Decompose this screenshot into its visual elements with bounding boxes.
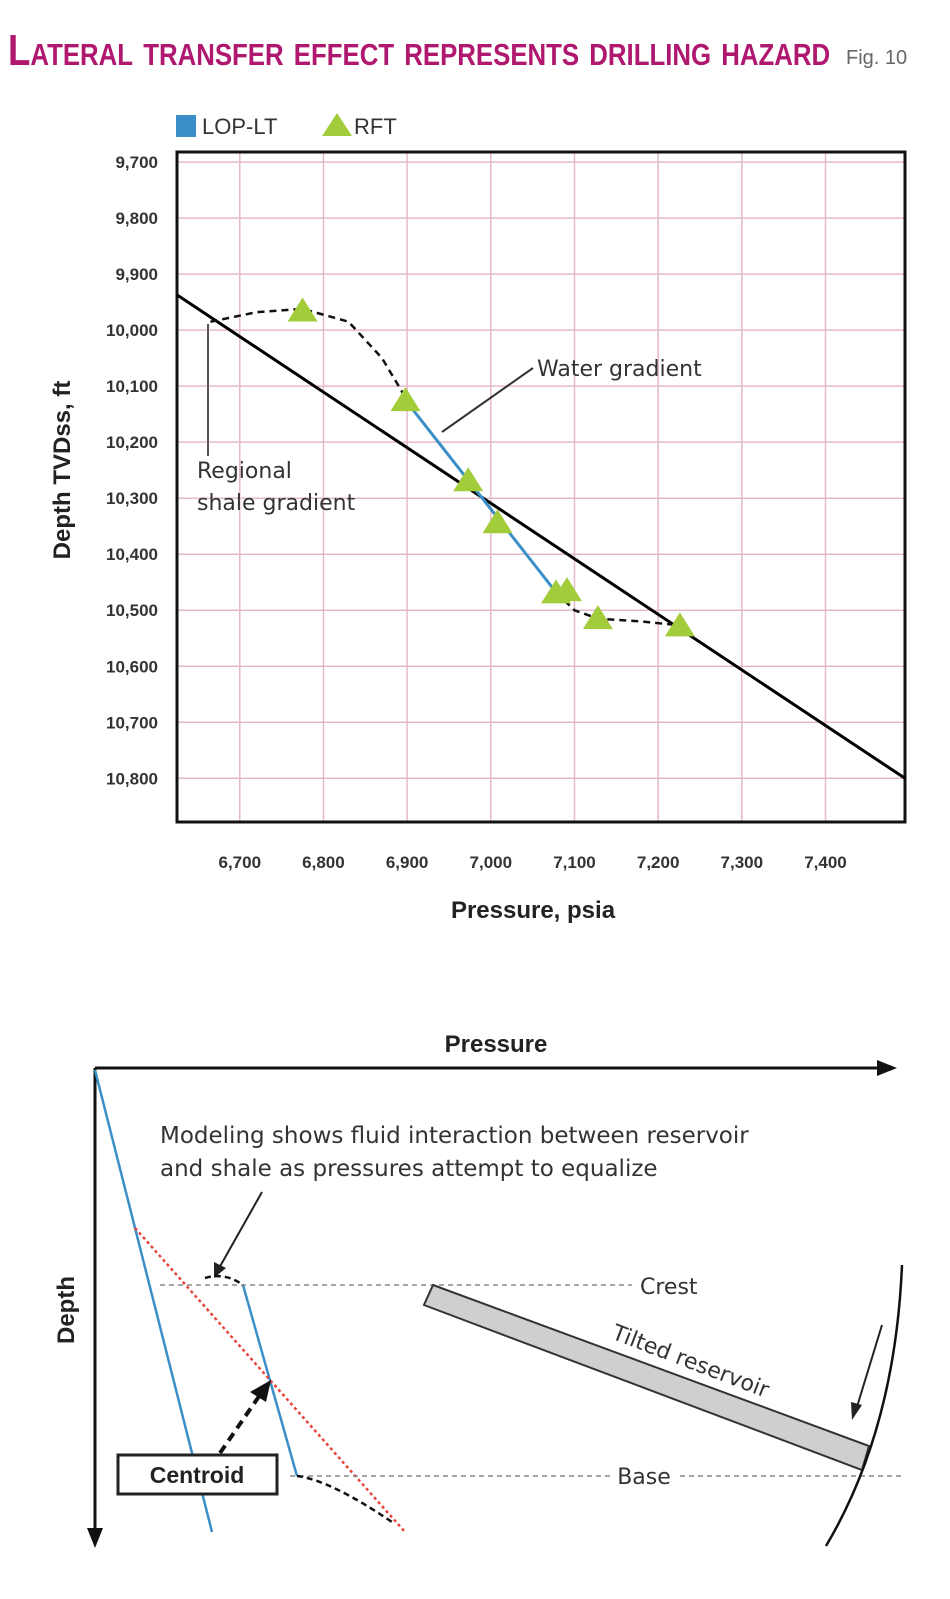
- x-tick-label: 7,300: [721, 853, 764, 872]
- water-gradient-leader: [441, 367, 534, 433]
- plot-area: 6,700 6,800 6,900 7,000 7,100 7,200 7,300 7,400…: [106, 150, 907, 872]
- centroid-arrow: [218, 1390, 264, 1455]
- schematic-x-label: Pressure: [445, 1031, 548, 1058]
- y-tick-label: 10,300: [106, 489, 158, 508]
- y-axis-label: Depth TVDss, ft: [49, 381, 76, 560]
- plot-background: [177, 152, 905, 822]
- legend: LOP-LT RFT: [176, 113, 397, 139]
- depth-arrow-icon: [87, 1528, 103, 1548]
- shale-gradient-label-1: Regional: [197, 459, 292, 484]
- legend-label-lop-lt: LOP-LT: [202, 114, 277, 139]
- centroid-label: Centroid: [150, 1462, 245, 1488]
- note-line-1: Modeling shows fluid interaction between…: [160, 1123, 749, 1149]
- shale-gradient-line: [176, 293, 906, 780]
- tilted-reservoir: [422, 1283, 871, 1472]
- base-interaction-curve: [296, 1474, 393, 1524]
- y-tick-label: 10,400: [106, 545, 158, 564]
- schematic-diagram: Pressure Depth Modeling shows fluid inte…: [53, 1031, 905, 1548]
- legend-swatch-rft: [322, 113, 352, 136]
- y-tick-label: 10,100: [106, 377, 158, 396]
- x-tick-label: 7,200: [637, 853, 680, 872]
- x-axis-label: Pressure, psia: [451, 897, 616, 924]
- x-tick-label: 7,100: [553, 853, 596, 872]
- centroid-box: [116, 1453, 279, 1496]
- note-leader: [217, 1191, 263, 1271]
- figure-title: Lateral transfer effect represents drill…: [8, 26, 831, 75]
- figure-number: Fig. 10: [846, 47, 908, 69]
- note-arrow-icon: [214, 1262, 226, 1278]
- crest-interaction-curve: [204, 1274, 244, 1287]
- x-tick-label: 6,900: [386, 853, 429, 872]
- note-line-2: and shale as pressures attempt to equali…: [160, 1156, 658, 1182]
- schematic-y-label: Depth: [53, 1276, 80, 1344]
- rft-point: [664, 612, 695, 637]
- base-label: Base: [617, 1465, 671, 1490]
- legend-swatch-lop-lt: [176, 115, 196, 137]
- y-tick-label: 9,900: [115, 265, 158, 284]
- rft-point: [482, 509, 513, 534]
- y-tick-label: 10,700: [106, 713, 158, 732]
- y-tick-label: 9,700: [115, 153, 158, 172]
- reservoir-pressure-line: [241, 1284, 299, 1477]
- y-tick-label: 10,800: [106, 769, 158, 788]
- fault-arrow-icon: [851, 1402, 862, 1420]
- rft-point: [390, 387, 421, 412]
- y-tick-label: 10,200: [106, 433, 158, 452]
- rft-point: [551, 577, 582, 602]
- water-gradient-label: Water gradient: [537, 357, 702, 382]
- pressure-arrow-icon: [877, 1060, 897, 1076]
- crest-label: Crest: [640, 1275, 698, 1300]
- y-tick-label: 10,600: [106, 657, 158, 676]
- plot-frame: [175, 150, 907, 824]
- rft-point: [453, 467, 484, 492]
- centroid-gradient-line: [134, 1227, 406, 1533]
- y-tick-label: 10,000: [106, 321, 158, 340]
- y-tick-label: 9,800: [115, 209, 158, 228]
- lop-lt-line: [404, 399, 558, 594]
- centroid-arrow-icon: [250, 1380, 271, 1402]
- fault-curve: [824, 1264, 904, 1547]
- rft-point: [287, 297, 318, 322]
- legend-label-rft: RFT: [354, 114, 397, 139]
- x-tick-label: 6,800: [302, 853, 345, 872]
- rft-point: [582, 605, 613, 630]
- y-tick-label: 10,500: [106, 601, 158, 620]
- fault-arrow: [855, 1324, 883, 1411]
- x-tick-label: 6,700: [218, 853, 261, 872]
- shale-gradient-label-2: shale gradient: [197, 491, 356, 516]
- x-tick-label: 7,000: [470, 853, 513, 872]
- x-tick-label: 7,400: [804, 853, 847, 872]
- pressure-transition-curve: [210, 307, 407, 399]
